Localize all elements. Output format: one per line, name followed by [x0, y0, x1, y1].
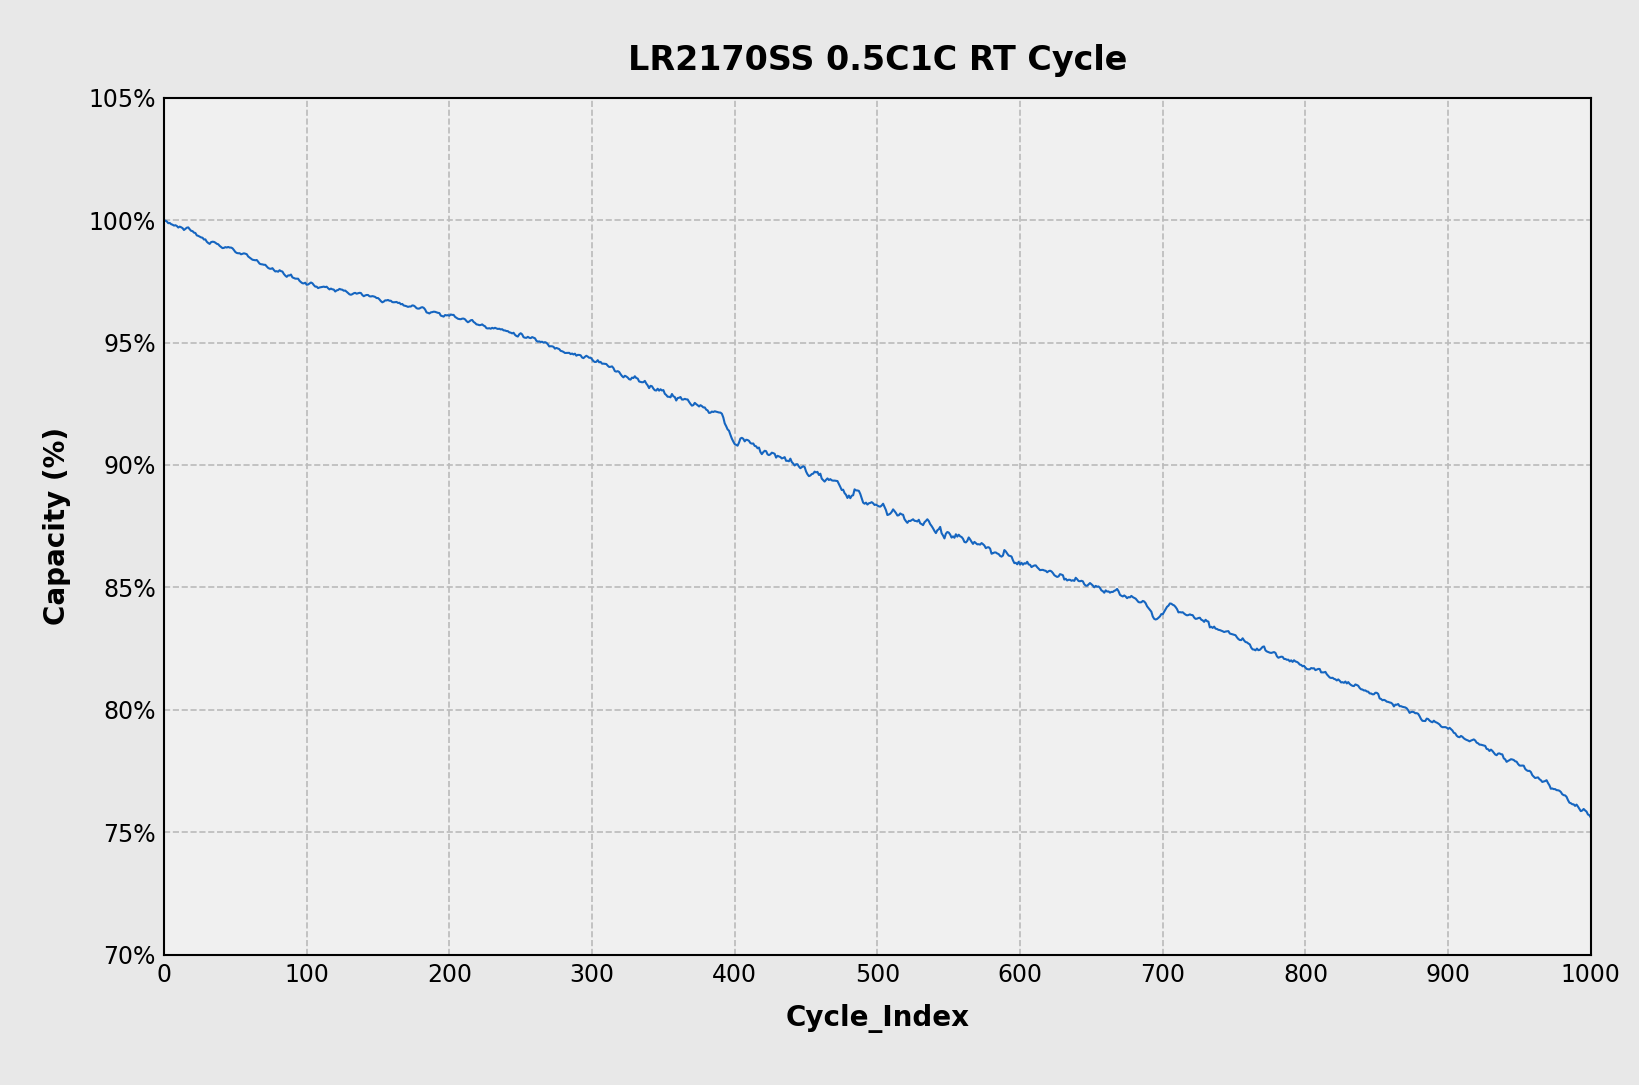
- X-axis label: Cycle_Index: Cycle_Index: [785, 1004, 969, 1033]
- Y-axis label: Capacity (%): Capacity (%): [44, 427, 72, 625]
- Title: LR2170SS 0.5C1C RT Cycle: LR2170SS 0.5C1C RT Cycle: [628, 43, 1126, 77]
